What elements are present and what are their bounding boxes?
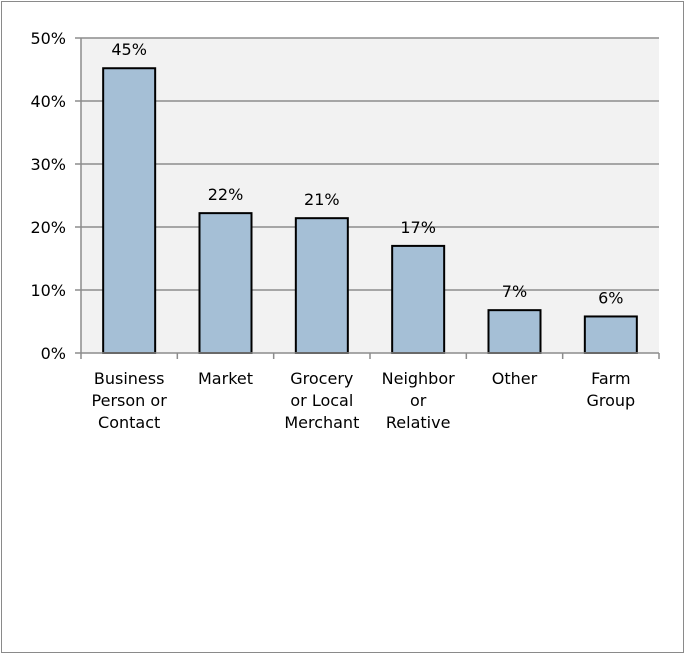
gridlines [75,37,659,354]
category-label: Farm Group [586,369,635,410]
plot-area [81,38,659,353]
axes [80,38,660,359]
category-label: Business Person or Contact [92,369,168,432]
bars [102,67,638,355]
data-labels: 45% 22% 21% 17% 7% 6% [111,40,623,307]
y-tick-label: 0% [41,344,66,363]
category-label-line: or Local [290,391,353,410]
y-tick-label: 40% [30,92,66,111]
category-label-line: Business [94,369,165,388]
data-label: 6% [598,288,623,307]
y-tick-label: 20% [30,218,66,237]
category-label-line: Person or [92,391,168,410]
data-label: 17% [400,218,436,237]
category-label: Other [492,369,538,388]
bar [391,244,446,354]
category-label-line: Merchant [284,413,359,432]
category-label: Market [198,369,253,388]
data-label: 21% [304,190,340,209]
y-tick-labels: 0% 10% 20% 30% 40% 50% [30,29,66,363]
bar [583,315,638,354]
y-tick-label: 50% [30,29,66,48]
category-label-line: Contact [98,413,160,432]
data-label: 45% [111,40,147,59]
y-tick-label: 10% [30,281,66,300]
category-label-line: Relative [386,413,451,432]
category-label-line: Market [198,369,253,388]
category-label: Neighbor or Relative [382,369,456,432]
category-label-line: or [410,391,427,410]
category-label-line: Grocery [290,369,353,388]
bar [487,309,542,355]
category-label-line: Other [492,369,538,388]
y-tick-label: 30% [30,155,66,174]
bar [294,217,349,354]
category-label-line: Group [586,391,635,410]
category-label-line: Neighbor [382,369,456,388]
data-label: 7% [502,282,527,301]
bar [198,212,253,354]
category-label: Grocery or Local Merchant [284,369,359,432]
category-labels: Business Person or Contact Market Grocery or … [92,369,636,432]
bar [102,67,157,355]
category-label-line: Farm [591,369,630,388]
data-label: 22% [208,185,244,204]
